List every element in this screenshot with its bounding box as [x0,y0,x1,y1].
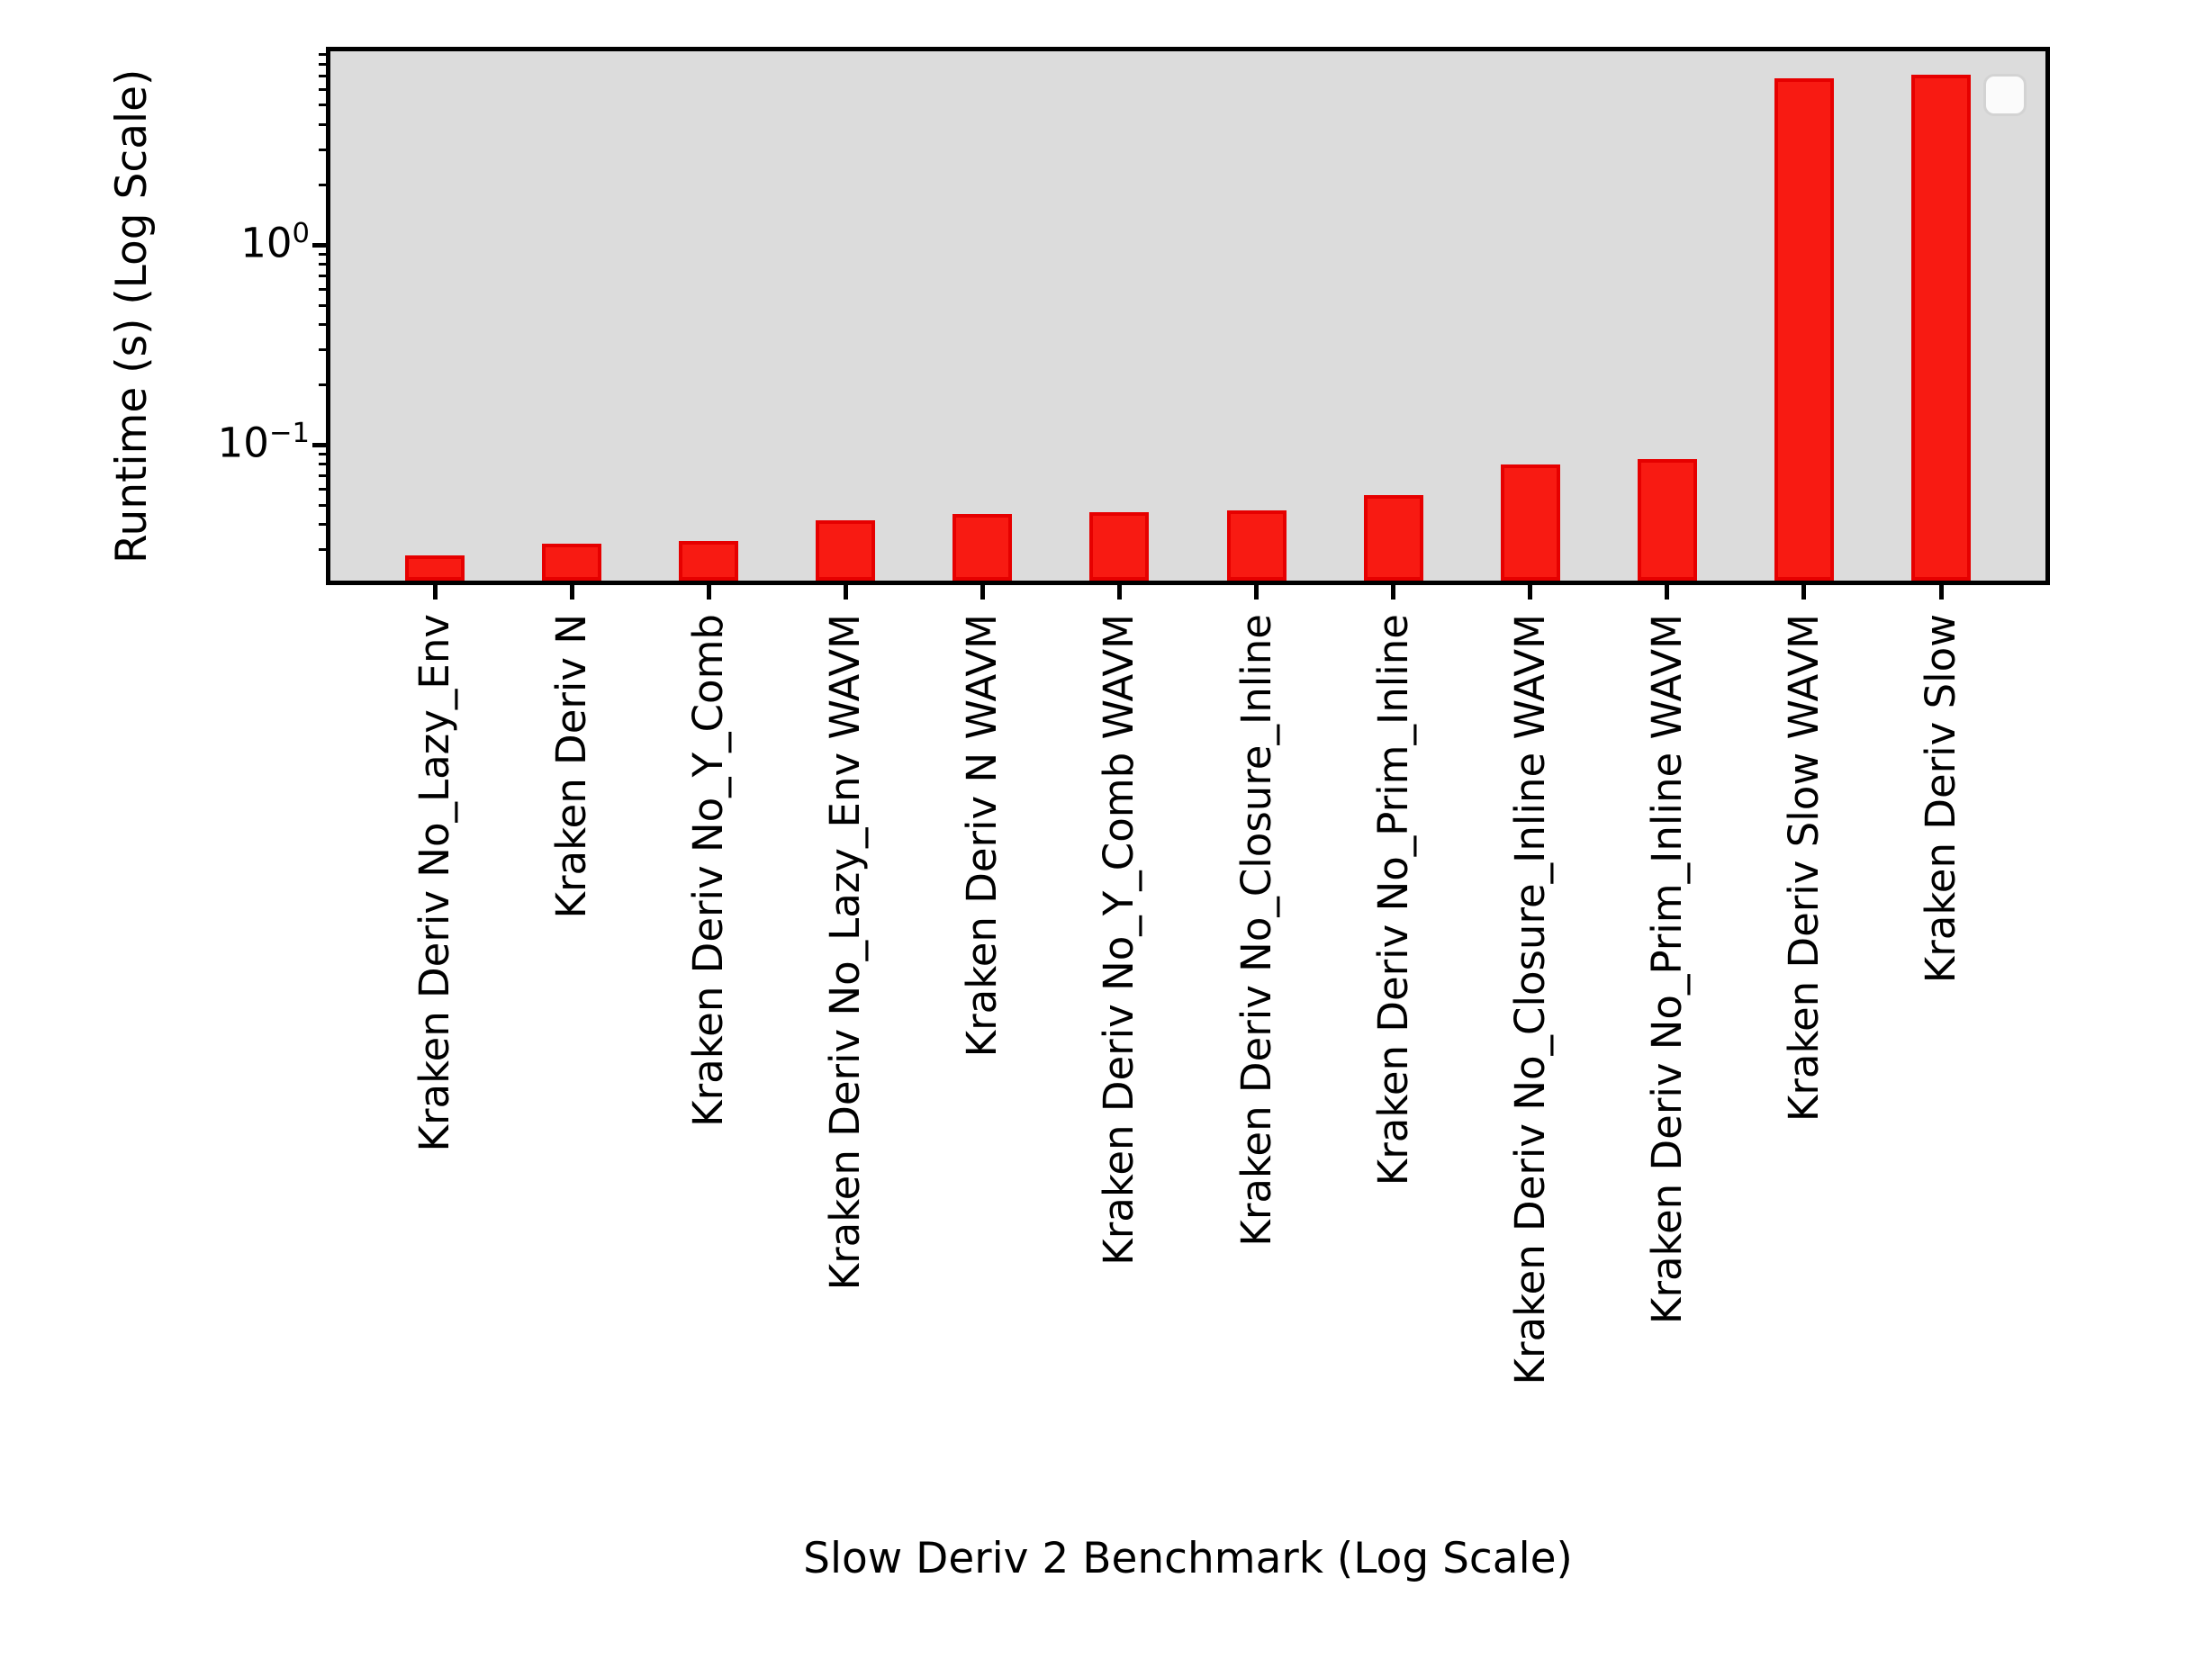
x-tick-label-8: Kraken Deriv No_Closure_Inline WAVM [1505,614,1554,1385]
bar-11 [1911,75,1971,581]
y-minor-tick--2-5 [319,503,326,507]
y-minor-tick--1-8 [319,263,326,266]
y-major-tick-0 [312,242,326,248]
x-tick-7 [1391,585,1396,600]
y-minor-tick--1-4 [319,323,326,327]
y-minor-tick--2-7 [319,474,326,478]
x-tick-label-5: Kraken Deriv No_Y_Comb WAVM [1095,614,1143,1266]
y-minor-tick--1-6 [319,287,326,291]
bar-10 [1774,78,1834,581]
y-minor-tick-0-3 [319,148,326,151]
y-minor-tick--2-4 [319,523,326,527]
y-minor-tick--2-9 [319,453,326,456]
bar-3 [816,520,876,581]
x-tick-6 [1254,585,1259,600]
x-tick-4 [980,585,985,600]
x-tick-label-0: Kraken Deriv No_Lazy_Env [411,614,458,1152]
y-minor-tick-0-5 [319,104,326,107]
x-tick-0 [432,585,438,600]
y-axis-label: Runtime (s) (Log Scale) [107,68,157,564]
y-minor-tick-0-7 [319,74,326,77]
y-minor-tick--1-9 [319,252,326,256]
y-tick-label-0: 100 [240,218,310,267]
bar-7 [1363,495,1423,581]
x-tick-1 [569,585,574,600]
x-tick-11 [1938,585,1944,600]
x-tick-label-4: Kraken Deriv N WAVM [958,614,1007,1058]
x-tick-5 [1116,585,1122,600]
bar-8 [1500,464,1560,581]
x-tick-label-10: Kraken Deriv Slow WAVM [1779,614,1828,1123]
x-tick-label-11: Kraken Deriv Slow [1917,614,1964,984]
y-minor-tick--2-8 [319,463,326,466]
legend-box [1983,74,2027,116]
y-minor-tick-0-4 [319,122,326,126]
x-tick-label-6: Kraken Deriv No_Closure_Inline [1232,614,1280,1247]
bar-2 [679,541,739,581]
x-tick-2 [706,585,711,600]
y-minor-tick--2-3 [319,548,326,552]
y-tick-exponent: 0 [292,218,310,250]
x-tick-3 [843,585,848,600]
plot-area [326,47,2050,585]
x-tick-9 [1665,585,1670,600]
y-minor-tick-0-9 [319,52,326,56]
y-tick-label-1: 10−1 [217,418,310,468]
bar-1 [542,544,602,581]
y-minor-tick-0-8 [319,63,326,67]
bar-0 [405,555,465,581]
y-tick-exponent: −1 [268,418,310,450]
y-minor-tick--2-6 [319,488,326,491]
x-tick-8 [1528,585,1533,600]
x-tick-10 [1801,585,1807,600]
bar-6 [1226,510,1287,581]
x-tick-label-1: Kraken Deriv N [547,614,596,919]
y-minor-tick-0-2 [319,183,326,186]
y-minor-tick-0-6 [319,87,326,91]
bar-5 [1089,512,1150,581]
x-tick-label-2: Kraken Deriv No_Y_Comb [684,614,733,1127]
x-tick-label-9: Kraken Deriv No_Prim_Inline WAVM [1642,614,1691,1325]
y-minor-tick--1-3 [319,347,326,351]
x-tick-label-3: Kraken Deriv No_Lazy_Env WAVM [821,614,870,1291]
y-minor-tick--1-2 [319,383,326,386]
x-axis-label: Slow Deriv 2 Benchmark (Log Scale) [803,1534,1573,1583]
bar-9 [1637,459,1697,581]
y-minor-tick--1-7 [319,275,326,278]
x-tick-label-7: Kraken Deriv No_Prim_Inline [1368,614,1417,1186]
y-major-tick-1 [312,442,326,447]
y-minor-tick--1-5 [319,303,326,307]
bar-4 [953,514,1013,581]
